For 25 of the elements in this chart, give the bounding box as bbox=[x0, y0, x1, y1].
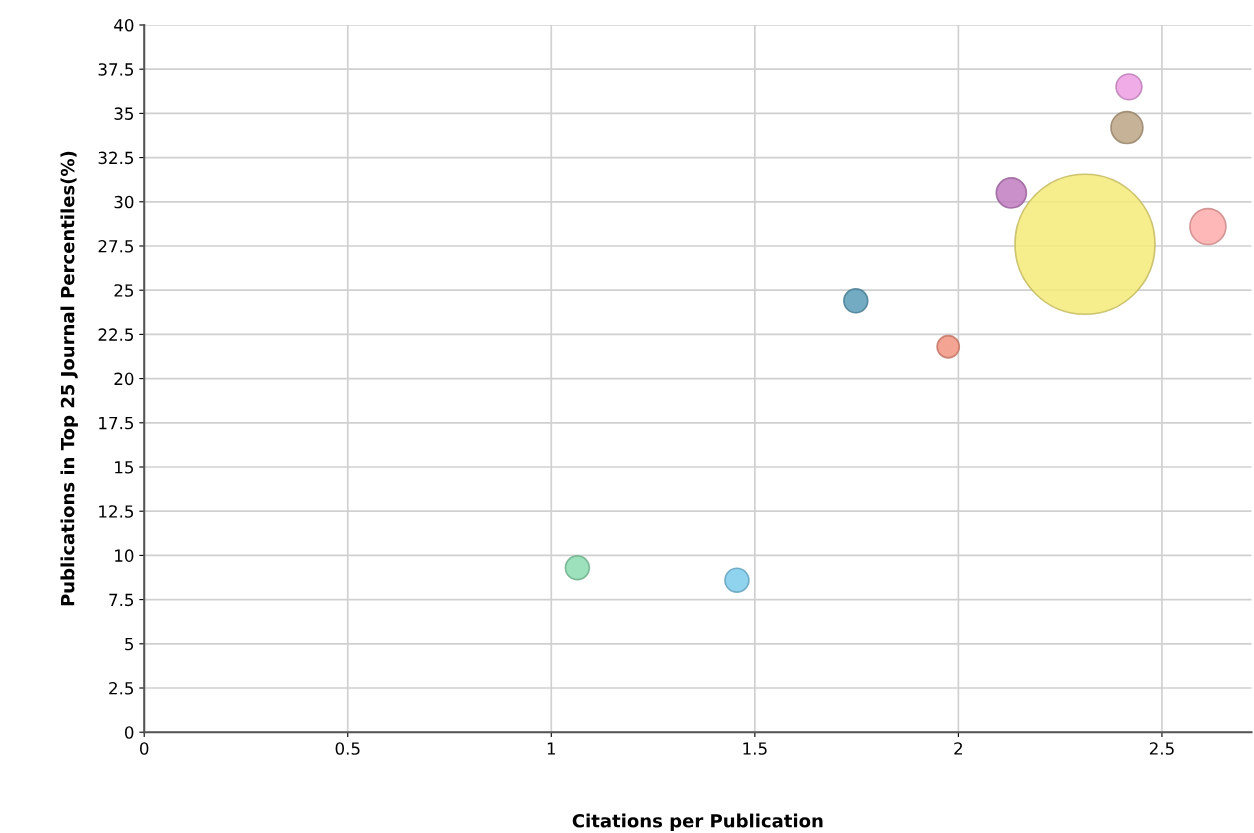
y-tick-label: 27.5 bbox=[98, 239, 134, 253]
y-tick-label: 30 bbox=[114, 195, 134, 209]
x-tick-label: 2 bbox=[954, 742, 963, 755]
y-tick-label: 35 bbox=[114, 107, 134, 120]
x-tick-label: 1 bbox=[547, 742, 556, 755]
y-tick-label: 7.5 bbox=[109, 593, 134, 607]
x-tick-label: 0.5 bbox=[335, 742, 360, 755]
y-tick-label: 5 bbox=[125, 637, 134, 651]
x-tick-label: 2.5 bbox=[1149, 742, 1174, 755]
y-tick-label: 40 bbox=[114, 18, 134, 32]
y-tick-label: 10 bbox=[115, 549, 134, 562]
x-tick-label: 0 bbox=[140, 742, 149, 755]
y-tick-label: 2.5 bbox=[109, 681, 134, 695]
y-tick-label: 0 bbox=[124, 726, 134, 739]
y-tick-label: 15 bbox=[115, 461, 134, 474]
y-tick-label: 25 bbox=[114, 284, 134, 297]
y-tick-label: 17.5 bbox=[99, 416, 134, 430]
y-tick-label: 37.5 bbox=[98, 63, 134, 76]
y-axis-title: Publications in Top 25 Journal Percentiles(%) bbox=[60, 151, 78, 606]
x-tick-label: 1.5 bbox=[743, 742, 767, 755]
y-tick-label: 12.5 bbox=[99, 505, 134, 518]
y-tick-label: 20 bbox=[114, 372, 134, 386]
y-tick-label: 32.5 bbox=[98, 151, 134, 165]
x-axis-title: Citations per Publication bbox=[572, 813, 823, 832]
y-tick-label: 22.5 bbox=[98, 328, 134, 341]
